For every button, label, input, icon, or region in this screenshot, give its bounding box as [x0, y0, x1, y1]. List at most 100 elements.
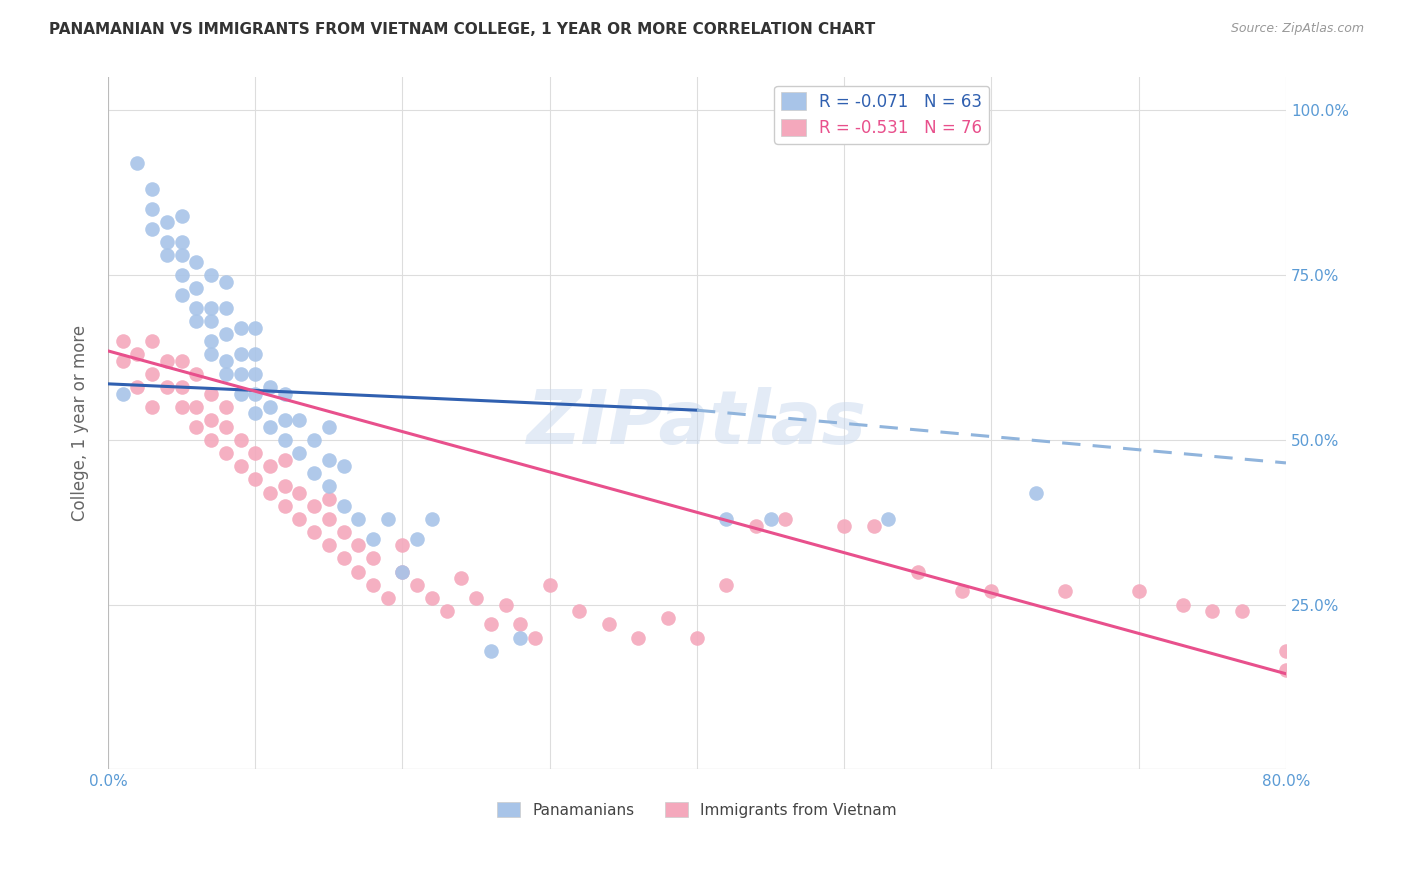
Point	[332, 459, 354, 474]
Point	[186, 301, 208, 315]
Point	[215, 301, 238, 315]
Point	[775, 512, 797, 526]
Point	[347, 565, 370, 579]
Point	[288, 485, 311, 500]
Point	[245, 472, 267, 486]
Point	[686, 631, 709, 645]
Point	[391, 565, 413, 579]
Point	[627, 631, 650, 645]
Point	[318, 512, 340, 526]
Point	[215, 400, 238, 414]
Point	[479, 617, 502, 632]
Point	[215, 275, 238, 289]
Point	[259, 380, 281, 394]
Point	[186, 281, 208, 295]
Point	[273, 499, 295, 513]
Point	[186, 255, 208, 269]
Point	[141, 334, 163, 348]
Point	[200, 433, 222, 447]
Point	[170, 288, 193, 302]
Point	[318, 538, 340, 552]
Point	[245, 367, 267, 381]
Point	[229, 367, 252, 381]
Point	[170, 380, 193, 394]
Point	[391, 565, 413, 579]
Point	[215, 327, 238, 342]
Point	[495, 598, 517, 612]
Point	[1054, 584, 1077, 599]
Point	[215, 419, 238, 434]
Point	[170, 268, 193, 282]
Point	[420, 591, 443, 605]
Point	[907, 565, 929, 579]
Point	[377, 591, 399, 605]
Point	[450, 571, 472, 585]
Point	[332, 551, 354, 566]
Point	[229, 347, 252, 361]
Point	[186, 367, 208, 381]
Point	[1025, 485, 1047, 500]
Point	[716, 512, 738, 526]
Point	[200, 386, 222, 401]
Point	[111, 386, 134, 401]
Point	[229, 321, 252, 335]
Point	[479, 643, 502, 657]
Point	[302, 433, 325, 447]
Point	[657, 611, 679, 625]
Point	[245, 321, 267, 335]
Point	[318, 452, 340, 467]
Point	[141, 367, 163, 381]
Point	[215, 446, 238, 460]
Text: ZIPatlas: ZIPatlas	[527, 387, 868, 460]
Point	[273, 479, 295, 493]
Point	[127, 347, 149, 361]
Point	[111, 334, 134, 348]
Point	[273, 413, 295, 427]
Point	[361, 551, 384, 566]
Point	[229, 459, 252, 474]
Point	[1201, 604, 1223, 618]
Point	[141, 222, 163, 236]
Point	[259, 485, 281, 500]
Point	[186, 419, 208, 434]
Point	[170, 209, 193, 223]
Point	[509, 617, 531, 632]
Text: PANAMANIAN VS IMMIGRANTS FROM VIETNAM COLLEGE, 1 YEAR OR MORE CORRELATION CHART: PANAMANIAN VS IMMIGRANTS FROM VIETNAM CO…	[49, 22, 876, 37]
Point	[288, 512, 311, 526]
Point	[832, 518, 855, 533]
Point	[156, 235, 179, 249]
Point	[877, 512, 900, 526]
Point	[127, 156, 149, 170]
Point	[302, 499, 325, 513]
Point	[273, 386, 295, 401]
Point	[509, 631, 531, 645]
Text: Source: ZipAtlas.com: Source: ZipAtlas.com	[1230, 22, 1364, 36]
Point	[598, 617, 620, 632]
Point	[156, 380, 179, 394]
Point	[141, 202, 163, 217]
Point	[1128, 584, 1150, 599]
Point	[318, 419, 340, 434]
Point	[302, 525, 325, 540]
Point	[215, 367, 238, 381]
Point	[170, 353, 193, 368]
Point	[538, 578, 561, 592]
Point	[156, 353, 179, 368]
Point	[318, 492, 340, 507]
Point	[156, 215, 179, 229]
Point	[361, 578, 384, 592]
Point	[347, 512, 370, 526]
Point	[273, 452, 295, 467]
Point	[361, 532, 384, 546]
Y-axis label: College, 1 year or more: College, 1 year or more	[72, 326, 89, 522]
Point	[259, 400, 281, 414]
Point	[862, 518, 884, 533]
Point	[186, 314, 208, 328]
Point	[377, 512, 399, 526]
Point	[170, 235, 193, 249]
Point	[1275, 643, 1298, 657]
Point	[745, 518, 768, 533]
Point	[288, 413, 311, 427]
Point	[406, 578, 429, 592]
Point	[1275, 664, 1298, 678]
